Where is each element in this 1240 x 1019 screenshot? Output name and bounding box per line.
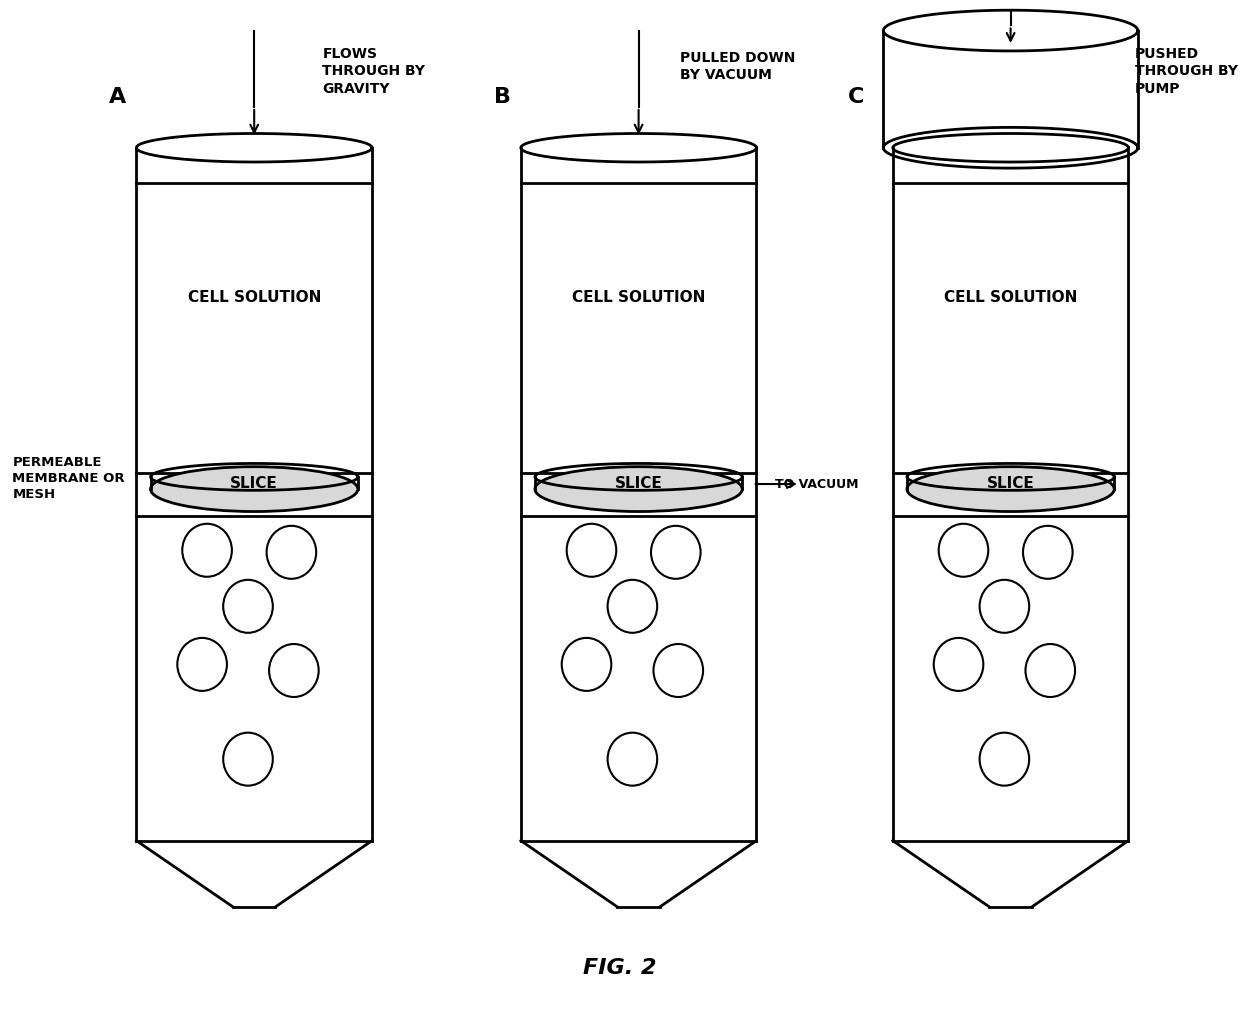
Ellipse shape — [567, 524, 616, 577]
Text: TO VACUUM: TO VACUUM — [775, 478, 858, 490]
Ellipse shape — [608, 733, 657, 786]
Text: CELL SOLUTION: CELL SOLUTION — [187, 290, 321, 305]
Ellipse shape — [182, 524, 232, 577]
Ellipse shape — [562, 638, 611, 691]
Ellipse shape — [534, 467, 743, 512]
Text: C: C — [847, 87, 864, 107]
Ellipse shape — [939, 524, 988, 577]
Text: SLICE: SLICE — [987, 476, 1034, 490]
Text: PERMEABLE
MEMBRANE OR
MESH: PERMEABLE MEMBRANE OR MESH — [12, 457, 125, 501]
Ellipse shape — [223, 580, 273, 633]
Text: SLICE: SLICE — [231, 476, 278, 490]
Ellipse shape — [269, 644, 319, 697]
Ellipse shape — [223, 733, 273, 786]
Text: SLICE: SLICE — [615, 476, 662, 490]
Ellipse shape — [1025, 644, 1075, 697]
Ellipse shape — [980, 733, 1029, 786]
Text: FIG. 2: FIG. 2 — [583, 958, 657, 978]
Ellipse shape — [608, 580, 657, 633]
Text: CELL SOLUTION: CELL SOLUTION — [572, 290, 706, 305]
Text: FLOWS
THROUGH BY
GRAVITY: FLOWS THROUGH BY GRAVITY — [322, 47, 425, 96]
Ellipse shape — [653, 644, 703, 697]
Ellipse shape — [177, 638, 227, 691]
Ellipse shape — [934, 638, 983, 691]
Ellipse shape — [651, 526, 701, 579]
Text: PULLED DOWN
BY VACUUM: PULLED DOWN BY VACUUM — [680, 51, 795, 82]
Ellipse shape — [1023, 526, 1073, 579]
Text: A: A — [109, 87, 126, 107]
Ellipse shape — [150, 467, 358, 512]
Ellipse shape — [980, 580, 1029, 633]
Text: PUSHED
THROUGH BY
PUMP: PUSHED THROUGH BY PUMP — [1135, 47, 1238, 96]
Text: CELL SOLUTION: CELL SOLUTION — [944, 290, 1078, 305]
Text: B: B — [494, 87, 511, 107]
Ellipse shape — [267, 526, 316, 579]
Ellipse shape — [906, 467, 1115, 512]
